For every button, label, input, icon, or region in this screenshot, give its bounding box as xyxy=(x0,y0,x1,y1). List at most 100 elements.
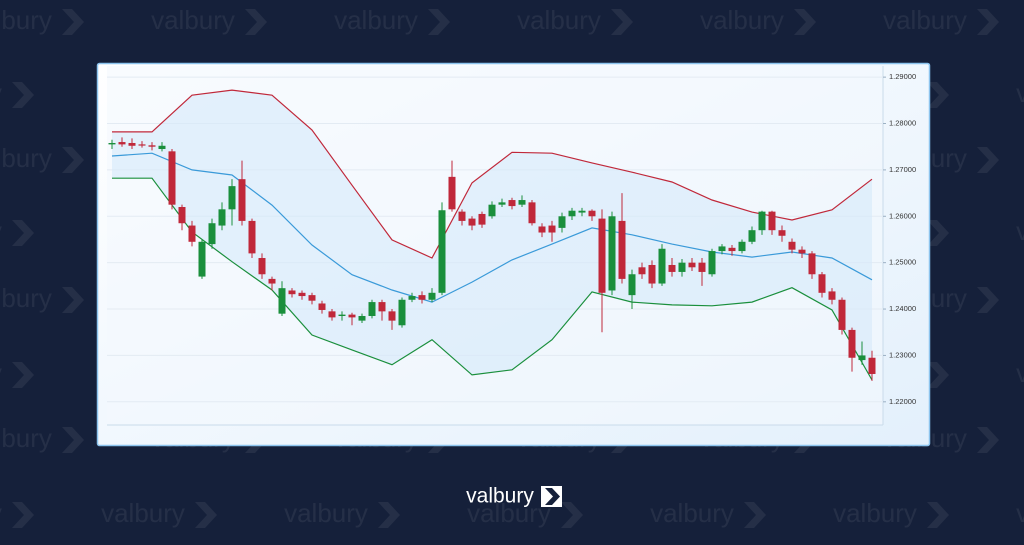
candle-body xyxy=(328,311,336,318)
watermark-text: valbury xyxy=(650,498,734,528)
candle-body xyxy=(418,295,426,300)
candle-body xyxy=(688,262,696,268)
candle-body xyxy=(238,179,246,221)
candle-body xyxy=(268,278,276,284)
watermark-chevron xyxy=(428,9,450,35)
candle-body xyxy=(708,251,716,275)
y-tick-label: 1.24000 xyxy=(889,304,916,313)
candle-body xyxy=(678,262,686,272)
candle-body xyxy=(718,246,726,252)
candle-body xyxy=(648,264,656,284)
candle-body xyxy=(408,296,416,300)
candle-body xyxy=(638,267,646,275)
candle-body xyxy=(428,292,436,300)
watermark-text: valbury xyxy=(0,143,52,173)
candle-body xyxy=(608,216,616,291)
candle-body xyxy=(768,211,776,231)
band-line xyxy=(112,89,873,259)
candle-body xyxy=(748,230,756,242)
band-line xyxy=(112,177,873,381)
candle-body xyxy=(858,355,866,361)
watermark-chevron xyxy=(245,9,267,35)
watermark-chevron xyxy=(744,502,766,528)
candle-body xyxy=(618,220,626,279)
y-tick-label: 1.22000 xyxy=(889,397,916,406)
watermark-chevron xyxy=(927,220,949,246)
candle-body xyxy=(128,142,136,146)
candle-body xyxy=(558,216,566,228)
candle-body xyxy=(738,241,746,252)
watermark-text: valbury xyxy=(0,78,2,108)
candle-body xyxy=(158,145,166,150)
watermark-text: valbury xyxy=(0,5,52,35)
candle-body xyxy=(148,145,156,147)
candle-body xyxy=(788,241,796,250)
watermark-chevron xyxy=(794,9,816,35)
y-tick-label: 1.27000 xyxy=(889,165,916,174)
candle-body xyxy=(378,302,386,312)
watermark-text: valbury xyxy=(0,216,2,246)
candle-body xyxy=(318,303,326,310)
watermark-text: valbury xyxy=(467,498,551,528)
watermark-chevron xyxy=(62,147,84,173)
watermark-chevron xyxy=(378,502,400,528)
candle-body xyxy=(478,213,486,225)
candle-body xyxy=(438,210,446,293)
watermark-text: valbury xyxy=(101,498,185,528)
watermark-text: valbury xyxy=(0,358,2,388)
candle-body xyxy=(548,225,556,233)
watermark-chevron xyxy=(12,362,34,388)
watermark-chevron xyxy=(927,82,949,108)
watermark-chevron xyxy=(977,287,999,313)
watermark-text: valbury xyxy=(1016,78,1024,108)
candle-body xyxy=(868,357,876,374)
watermark-chevron xyxy=(12,82,34,108)
candle-body xyxy=(248,220,256,254)
candle-body xyxy=(798,249,806,254)
candle-body xyxy=(458,211,466,221)
watermark-chevron xyxy=(977,9,999,35)
candle-body xyxy=(778,230,786,236)
watermark-text: valbury xyxy=(151,5,235,35)
logo-box xyxy=(541,486,562,507)
candle-body xyxy=(298,292,306,297)
candle-body xyxy=(828,291,836,300)
candle-body xyxy=(388,311,396,321)
candle-body xyxy=(188,225,196,242)
watermark-text: valbury xyxy=(1016,498,1024,528)
y-tick-label: 1.25000 xyxy=(889,258,916,267)
watermark-chevron xyxy=(927,502,949,528)
candle-body xyxy=(228,186,236,210)
logo-text: valbury xyxy=(466,485,534,508)
logo-chevron xyxy=(545,488,560,505)
watermark-text: valbury xyxy=(0,498,2,528)
candle-body xyxy=(178,207,186,224)
y-tick-label: 1.28000 xyxy=(889,118,916,127)
watermark-text: valbury xyxy=(1016,216,1024,246)
watermark-chevron xyxy=(12,502,34,528)
watermark-text: valbury xyxy=(833,498,917,528)
watermark-text: valbury xyxy=(517,5,601,35)
watermark-chevron xyxy=(611,9,633,35)
candle-body xyxy=(348,314,356,318)
candle-body xyxy=(808,253,816,275)
candle-body xyxy=(358,316,366,321)
watermark-chevron xyxy=(62,427,84,453)
candle-body xyxy=(598,218,606,293)
candle-body xyxy=(368,302,376,317)
candle-body xyxy=(498,202,506,205)
candle-body xyxy=(698,262,706,272)
candle-body xyxy=(758,211,766,231)
y-tick-label: 1.26000 xyxy=(889,211,916,220)
watermark-text: valbury xyxy=(0,283,52,313)
candle-body xyxy=(538,226,546,233)
candle-body xyxy=(628,274,636,296)
watermark-chevron xyxy=(927,362,949,388)
watermark-chevron xyxy=(62,9,84,35)
y-tick-label: 1.29000 xyxy=(889,72,916,81)
candle-body xyxy=(568,210,576,217)
candle-body xyxy=(668,264,676,272)
candle-body xyxy=(258,258,266,275)
